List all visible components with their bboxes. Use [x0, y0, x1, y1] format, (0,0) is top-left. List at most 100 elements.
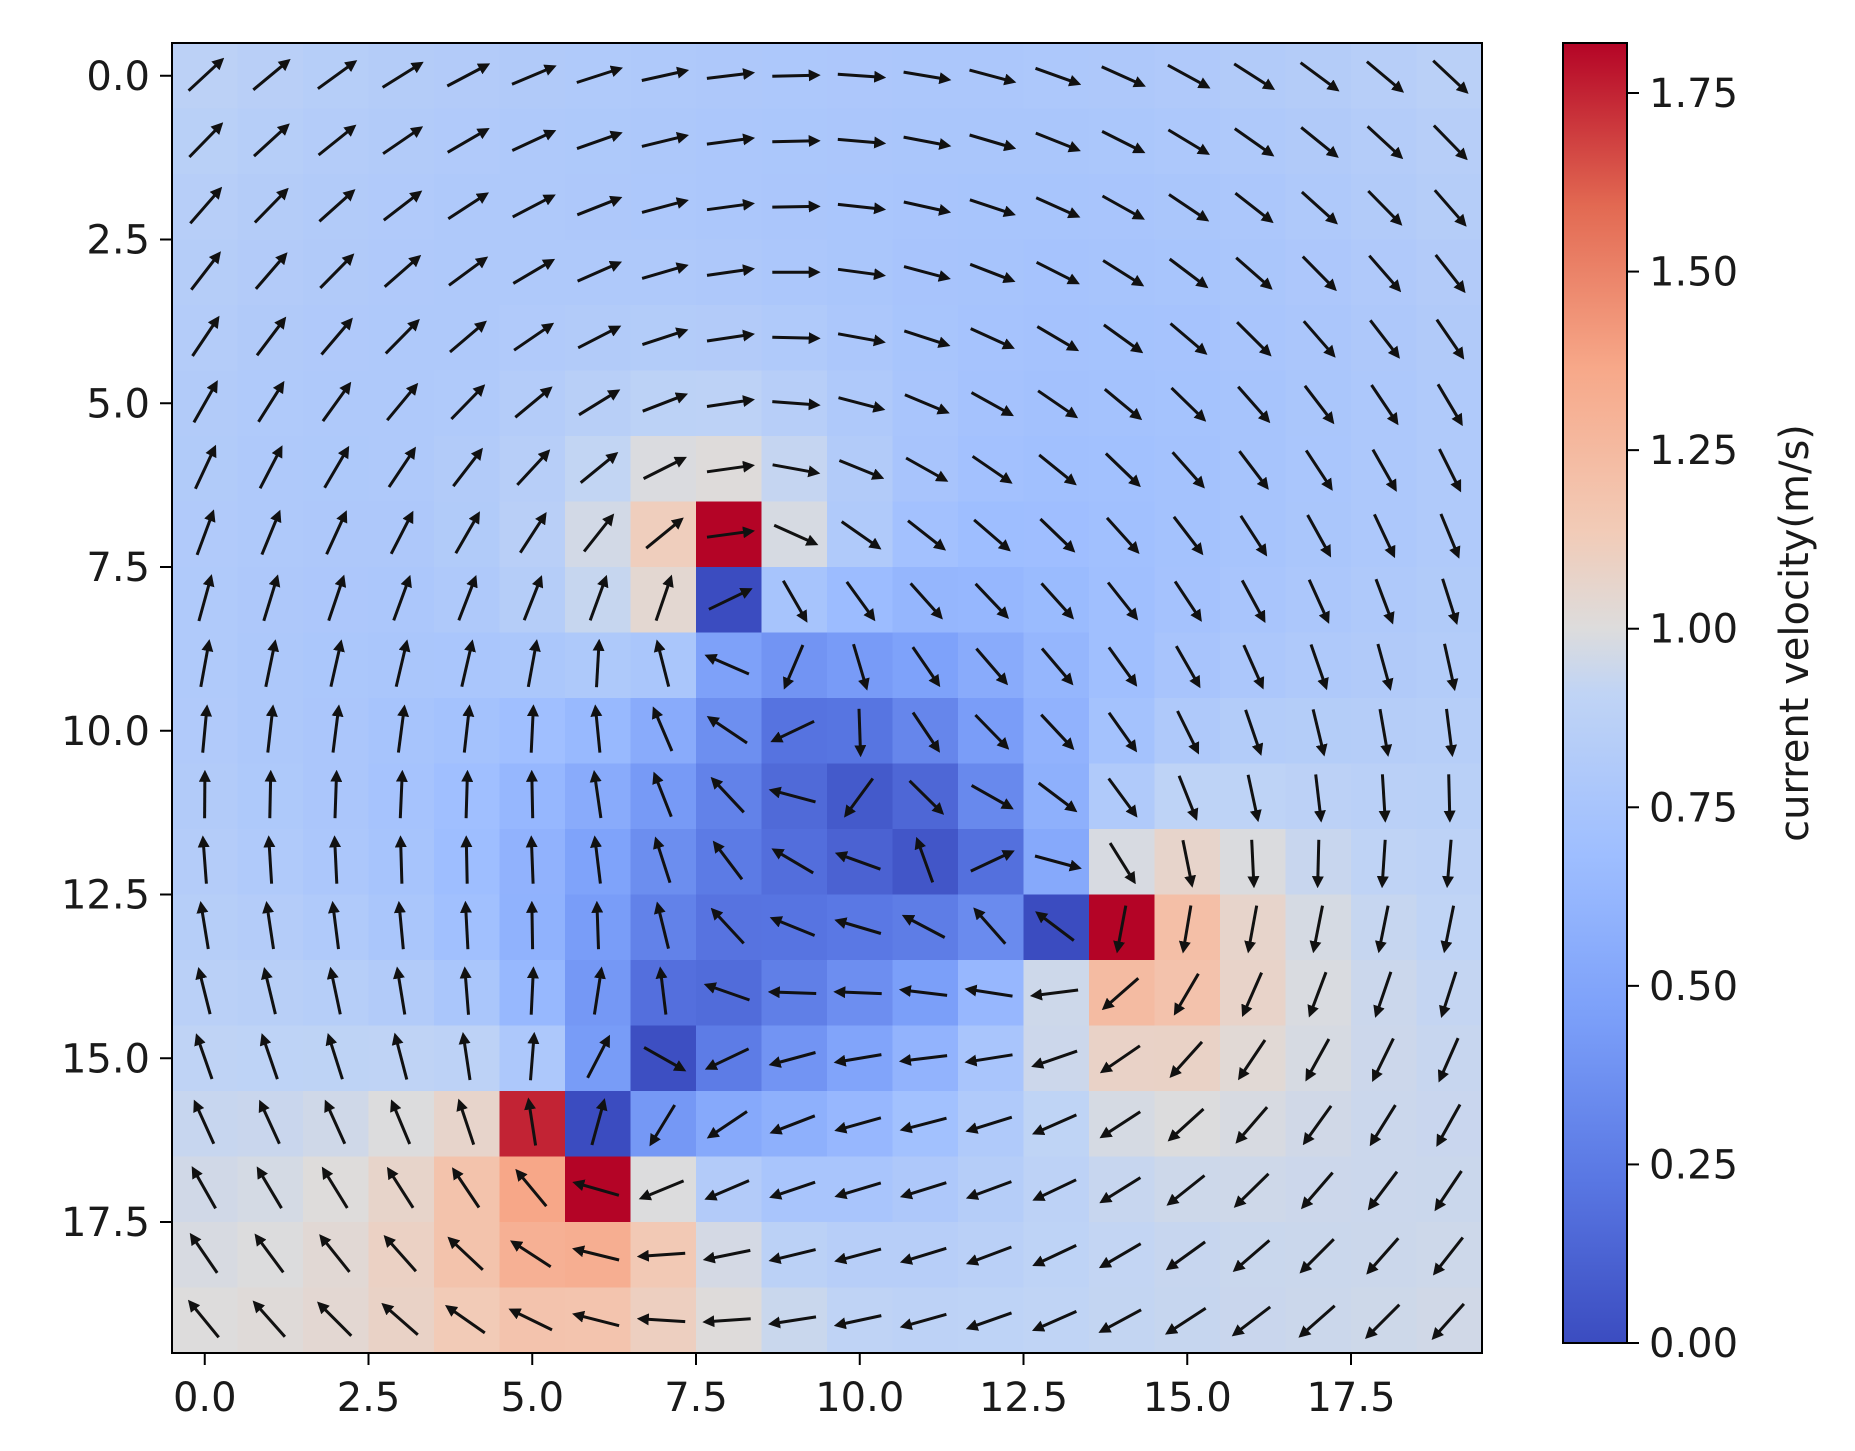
quiver-arrow — [383, 254, 422, 288]
quiver-arrow — [704, 1047, 750, 1070]
quiver-arrow — [706, 264, 755, 277]
quiver-arrow — [577, 325, 622, 350]
quiver-arrow — [457, 575, 478, 621]
quiver-arrow — [772, 332, 821, 345]
quiver-arrow — [1035, 131, 1081, 153]
quiver-arrow — [964, 984, 1013, 998]
quiver-arrow — [449, 320, 487, 354]
quiver-arrow — [1374, 578, 1395, 625]
quiver-arrow — [387, 446, 416, 488]
quiver-arrow — [190, 251, 221, 291]
quiver-arrow — [1445, 708, 1458, 758]
quiver-arrow — [645, 517, 684, 550]
quiver-arrow — [1311, 839, 1324, 889]
quiver-arrow — [445, 1305, 486, 1335]
quiver-arrow — [317, 1301, 353, 1337]
x-tick-label: 17.5 — [1306, 1375, 1395, 1421]
quiver-arrow — [193, 1099, 216, 1145]
quiver-arrow — [641, 132, 689, 148]
quiver-arrow — [458, 1032, 472, 1081]
y-tick-label: 17.5 — [61, 1200, 150, 1246]
quiver-arrow — [1037, 781, 1078, 813]
quiver-arrow — [1305, 1038, 1331, 1082]
quiver-arrow — [1368, 254, 1402, 293]
quiver-arrow — [1437, 1037, 1460, 1083]
quiver-arrow — [259, 1033, 279, 1080]
quiver-arrow — [1431, 1302, 1466, 1340]
quiver-arrow — [905, 456, 949, 482]
quiver-arrow — [252, 58, 291, 91]
quiver-arrows — [187, 57, 1469, 1340]
quiver-arrow — [702, 1248, 751, 1264]
quiver-arrow — [576, 65, 623, 84]
quiver-arrow — [448, 256, 489, 287]
quiver-arrow — [914, 836, 935, 883]
quiver-arrow — [773, 523, 819, 546]
quiver-arrow — [1181, 839, 1196, 888]
quiver-arrow — [1367, 1170, 1399, 1211]
quiver-arrow — [319, 1234, 351, 1273]
quiver-arrow — [903, 329, 951, 348]
quiver-arrow — [767, 986, 817, 999]
quiver-arrow — [323, 445, 350, 489]
quiver-arrow — [965, 1115, 1013, 1134]
quiver-arrow — [1104, 452, 1141, 488]
quiver-arrow — [772, 398, 821, 411]
quiver-arrow — [1038, 453, 1077, 486]
quiver-arrow — [579, 451, 619, 484]
quiver-arrow — [833, 986, 882, 999]
quiver-arrow — [838, 396, 886, 413]
quiver-arrow — [898, 1054, 948, 1066]
quiver-arrow — [768, 1248, 816, 1264]
quiver-arrow — [447, 192, 489, 220]
quiver-arrow — [903, 200, 952, 216]
quiver-arrow — [382, 190, 423, 222]
quiver-arrow — [394, 639, 411, 688]
quiver-arrow — [1299, 61, 1340, 92]
quiver-arrow — [1036, 325, 1080, 352]
quiver-arrow — [636, 1249, 686, 1262]
quiver-arrow — [649, 1104, 676, 1147]
quiver-arrow — [519, 512, 547, 554]
quiver-arrow — [638, 1179, 685, 1201]
quiver-arrow — [589, 770, 603, 819]
quiver-arrow — [1102, 259, 1145, 287]
quiver-arrow — [511, 64, 557, 86]
quiver-arrow — [706, 526, 755, 539]
quiver-arrow — [854, 708, 867, 758]
y-tick-label: 15.0 — [61, 1036, 150, 1082]
quiver-arrow — [253, 187, 289, 224]
quiver-arrow — [834, 1116, 882, 1134]
quiver-arrow — [591, 900, 604, 950]
quiver-arrow — [197, 835, 210, 884]
quiver-arrow — [1172, 515, 1204, 556]
quiver-arrow — [1178, 905, 1193, 954]
quiver-arrow — [1304, 449, 1333, 491]
quiver-arrow — [1367, 189, 1403, 226]
quiver-arrow — [1376, 643, 1394, 691]
quiver-arrow — [1103, 388, 1143, 421]
quiver-arrow — [1299, 1238, 1335, 1274]
quiver-arrow — [1174, 645, 1201, 689]
quiver-arrow — [1303, 384, 1335, 425]
quiver-arrow — [1035, 911, 1075, 942]
quiver-arrow — [708, 588, 753, 611]
quiver-arrow — [1246, 774, 1262, 823]
quiver-arrow — [1029, 988, 1079, 1001]
quiver-arrow — [381, 61, 424, 89]
quiver-arrow — [973, 518, 1011, 552]
quiver-arrow — [1108, 842, 1136, 885]
quiver-arrow — [1166, 1174, 1206, 1206]
colorbar-tick-label: 1.25 — [1649, 428, 1738, 474]
quiver-arrow — [1101, 65, 1146, 88]
quiver-arrow — [508, 1308, 553, 1332]
quiver-arrow — [652, 706, 674, 752]
y-tick-label: 0.0 — [86, 54, 150, 100]
quiver-arrow — [1098, 1308, 1142, 1333]
plot-frame — [171, 42, 1483, 1354]
quiver-arrow — [1244, 709, 1264, 756]
quiver-arrow — [702, 1315, 751, 1328]
quiver-arrow — [1236, 321, 1272, 357]
quiver-arrow — [256, 1166, 283, 1209]
